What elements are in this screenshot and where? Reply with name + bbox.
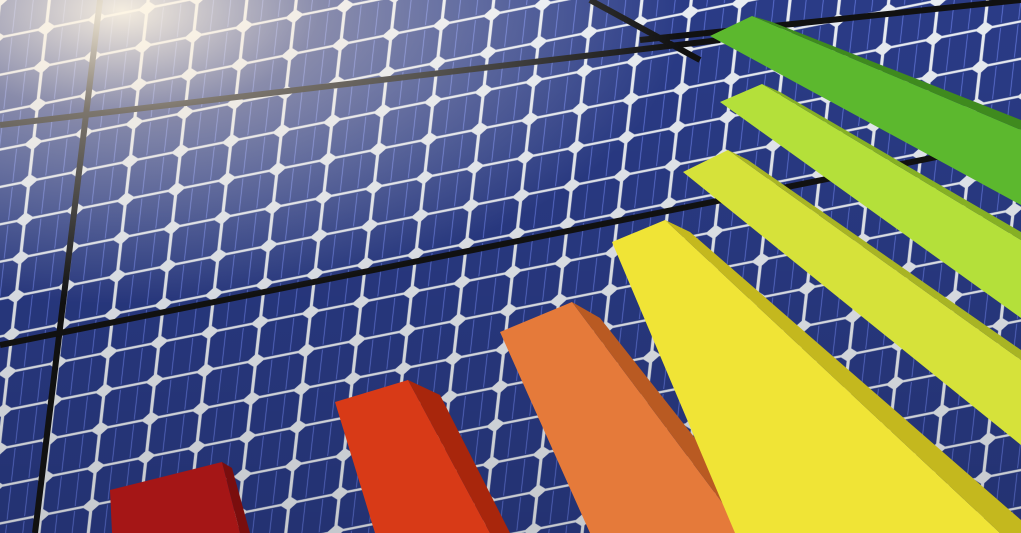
bar-dark-red — [110, 462, 250, 533]
bar-top — [720, 84, 1021, 318]
bar-side — [222, 462, 250, 533]
bar-red — [335, 380, 510, 533]
bar-top — [683, 150, 1021, 445]
bar-yellow-green — [683, 150, 1021, 445]
bar-top — [110, 462, 240, 533]
bar-side — [408, 380, 510, 533]
bar-top — [335, 380, 490, 533]
bar-light-green — [720, 84, 1021, 318]
bar-top — [500, 302, 745, 533]
bar-top — [612, 220, 1000, 533]
bar-yellow — [612, 220, 1021, 533]
bar-side — [665, 220, 1021, 533]
bar-top — [710, 16, 1021, 205]
bar-side — [728, 150, 1021, 360]
bar-green — [710, 16, 1021, 205]
bar-side — [762, 84, 1021, 240]
bars — [110, 16, 1021, 533]
bar-side — [752, 16, 1021, 130]
